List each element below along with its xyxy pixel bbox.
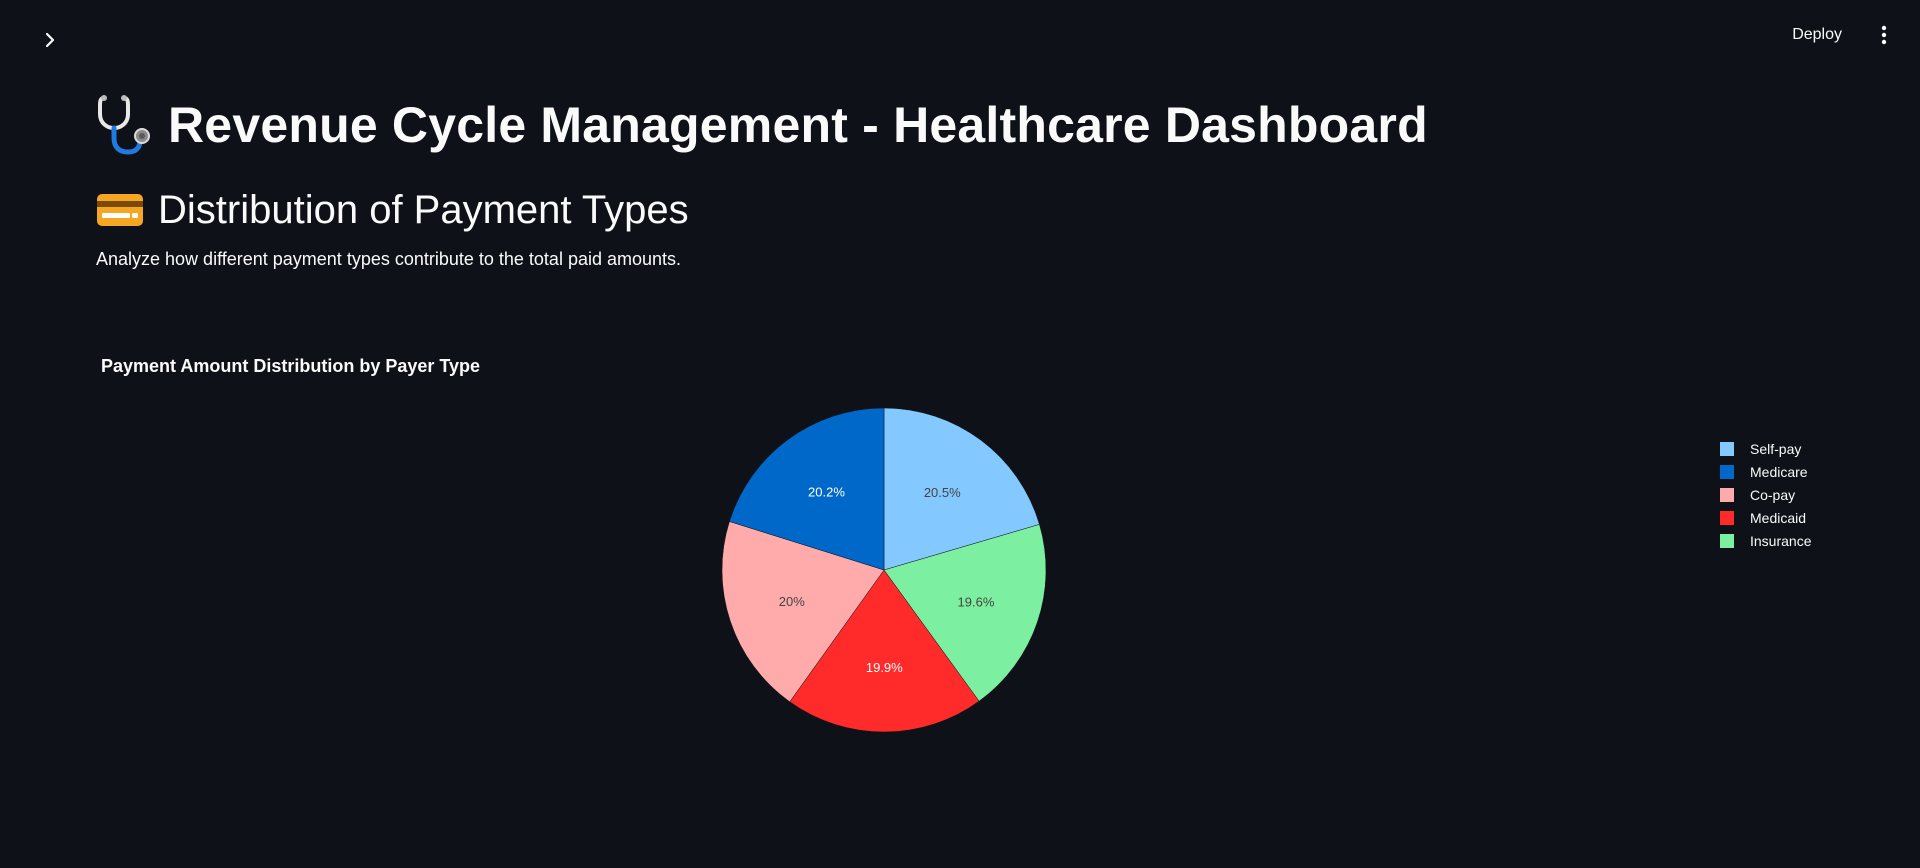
legend-item-medicaid[interactable]: Medicaid	[1720, 509, 1811, 527]
credit-card-icon	[97, 194, 143, 226]
pie-slice-medicare[interactable]	[729, 407, 885, 571]
legend-swatch	[1720, 488, 1734, 502]
legend-item-insurance[interactable]: Insurance	[1720, 532, 1811, 550]
legend-label: Insurance	[1750, 533, 1812, 549]
legend-swatch	[1720, 465, 1734, 479]
chevron-right-icon	[45, 32, 55, 48]
chart-title: Payment Amount Distribution by Payer Typ…	[101, 356, 481, 376]
pie-chart-container: Payment Amount Distribution by Payer Typ…	[96, 356, 1856, 868]
page-title-text: Revenue Cycle Management - Healthcare Da…	[168, 97, 1428, 153]
pie-slice-co-pay[interactable]	[721, 521, 885, 703]
main-content: Revenue Cycle Management - Healthcare Da…	[96, 90, 1836, 236]
sidebar-toggle-button[interactable]	[36, 26, 64, 54]
pie-slice-self-pay[interactable]	[883, 407, 1040, 571]
stethoscope-icon	[98, 95, 150, 155]
legend-item-co-pay[interactable]: Co-pay	[1720, 486, 1811, 504]
pie-slice-label: 19.6%	[958, 594, 995, 609]
legend-label: Medicare	[1750, 464, 1808, 480]
main-menu-button[interactable]	[1870, 21, 1898, 49]
vertical-dots-icon	[1881, 25, 1887, 45]
chart-legend: Self-pay Medicare Co-pay Medicaid Insurance	[1720, 440, 1811, 550]
legend-swatch	[1720, 511, 1734, 525]
legend-swatch	[1720, 442, 1734, 456]
legend-swatch	[1720, 534, 1734, 548]
page-title: Revenue Cycle Management - Healthcare Da…	[96, 90, 1836, 160]
legend-label: Co-pay	[1750, 487, 1796, 503]
section-caption: Analyze how different payment types cont…	[96, 249, 682, 269]
section-title: Distribution of Payment Types	[96, 184, 1836, 236]
legend-item-medicare[interactable]: Medicare	[1720, 463, 1811, 481]
legend-label: Self-pay	[1750, 441, 1802, 457]
pie-slice-medicaid[interactable]	[789, 569, 980, 733]
pie-slice-insurance[interactable]	[883, 524, 1047, 702]
pie-slice-label: 20.2%	[808, 485, 845, 500]
pie-slice-label: 20.5%	[924, 485, 961, 500]
pie-chart-svg: 20.5% 19.6% 19.9% 20% 20.2%	[721, 407, 1047, 733]
legend-label: Medicaid	[1750, 510, 1807, 526]
deploy-button[interactable]: Deploy	[1782, 20, 1852, 50]
section-title-text: Distribution of Payment Types	[158, 187, 689, 232]
pie-slice-label: 19.9%	[866, 660, 903, 675]
legend-item-self-pay[interactable]: Self-pay	[1720, 440, 1811, 458]
pie-slice-label: 20%	[779, 594, 805, 609]
top-toolbar: Deploy	[1782, 20, 1898, 50]
